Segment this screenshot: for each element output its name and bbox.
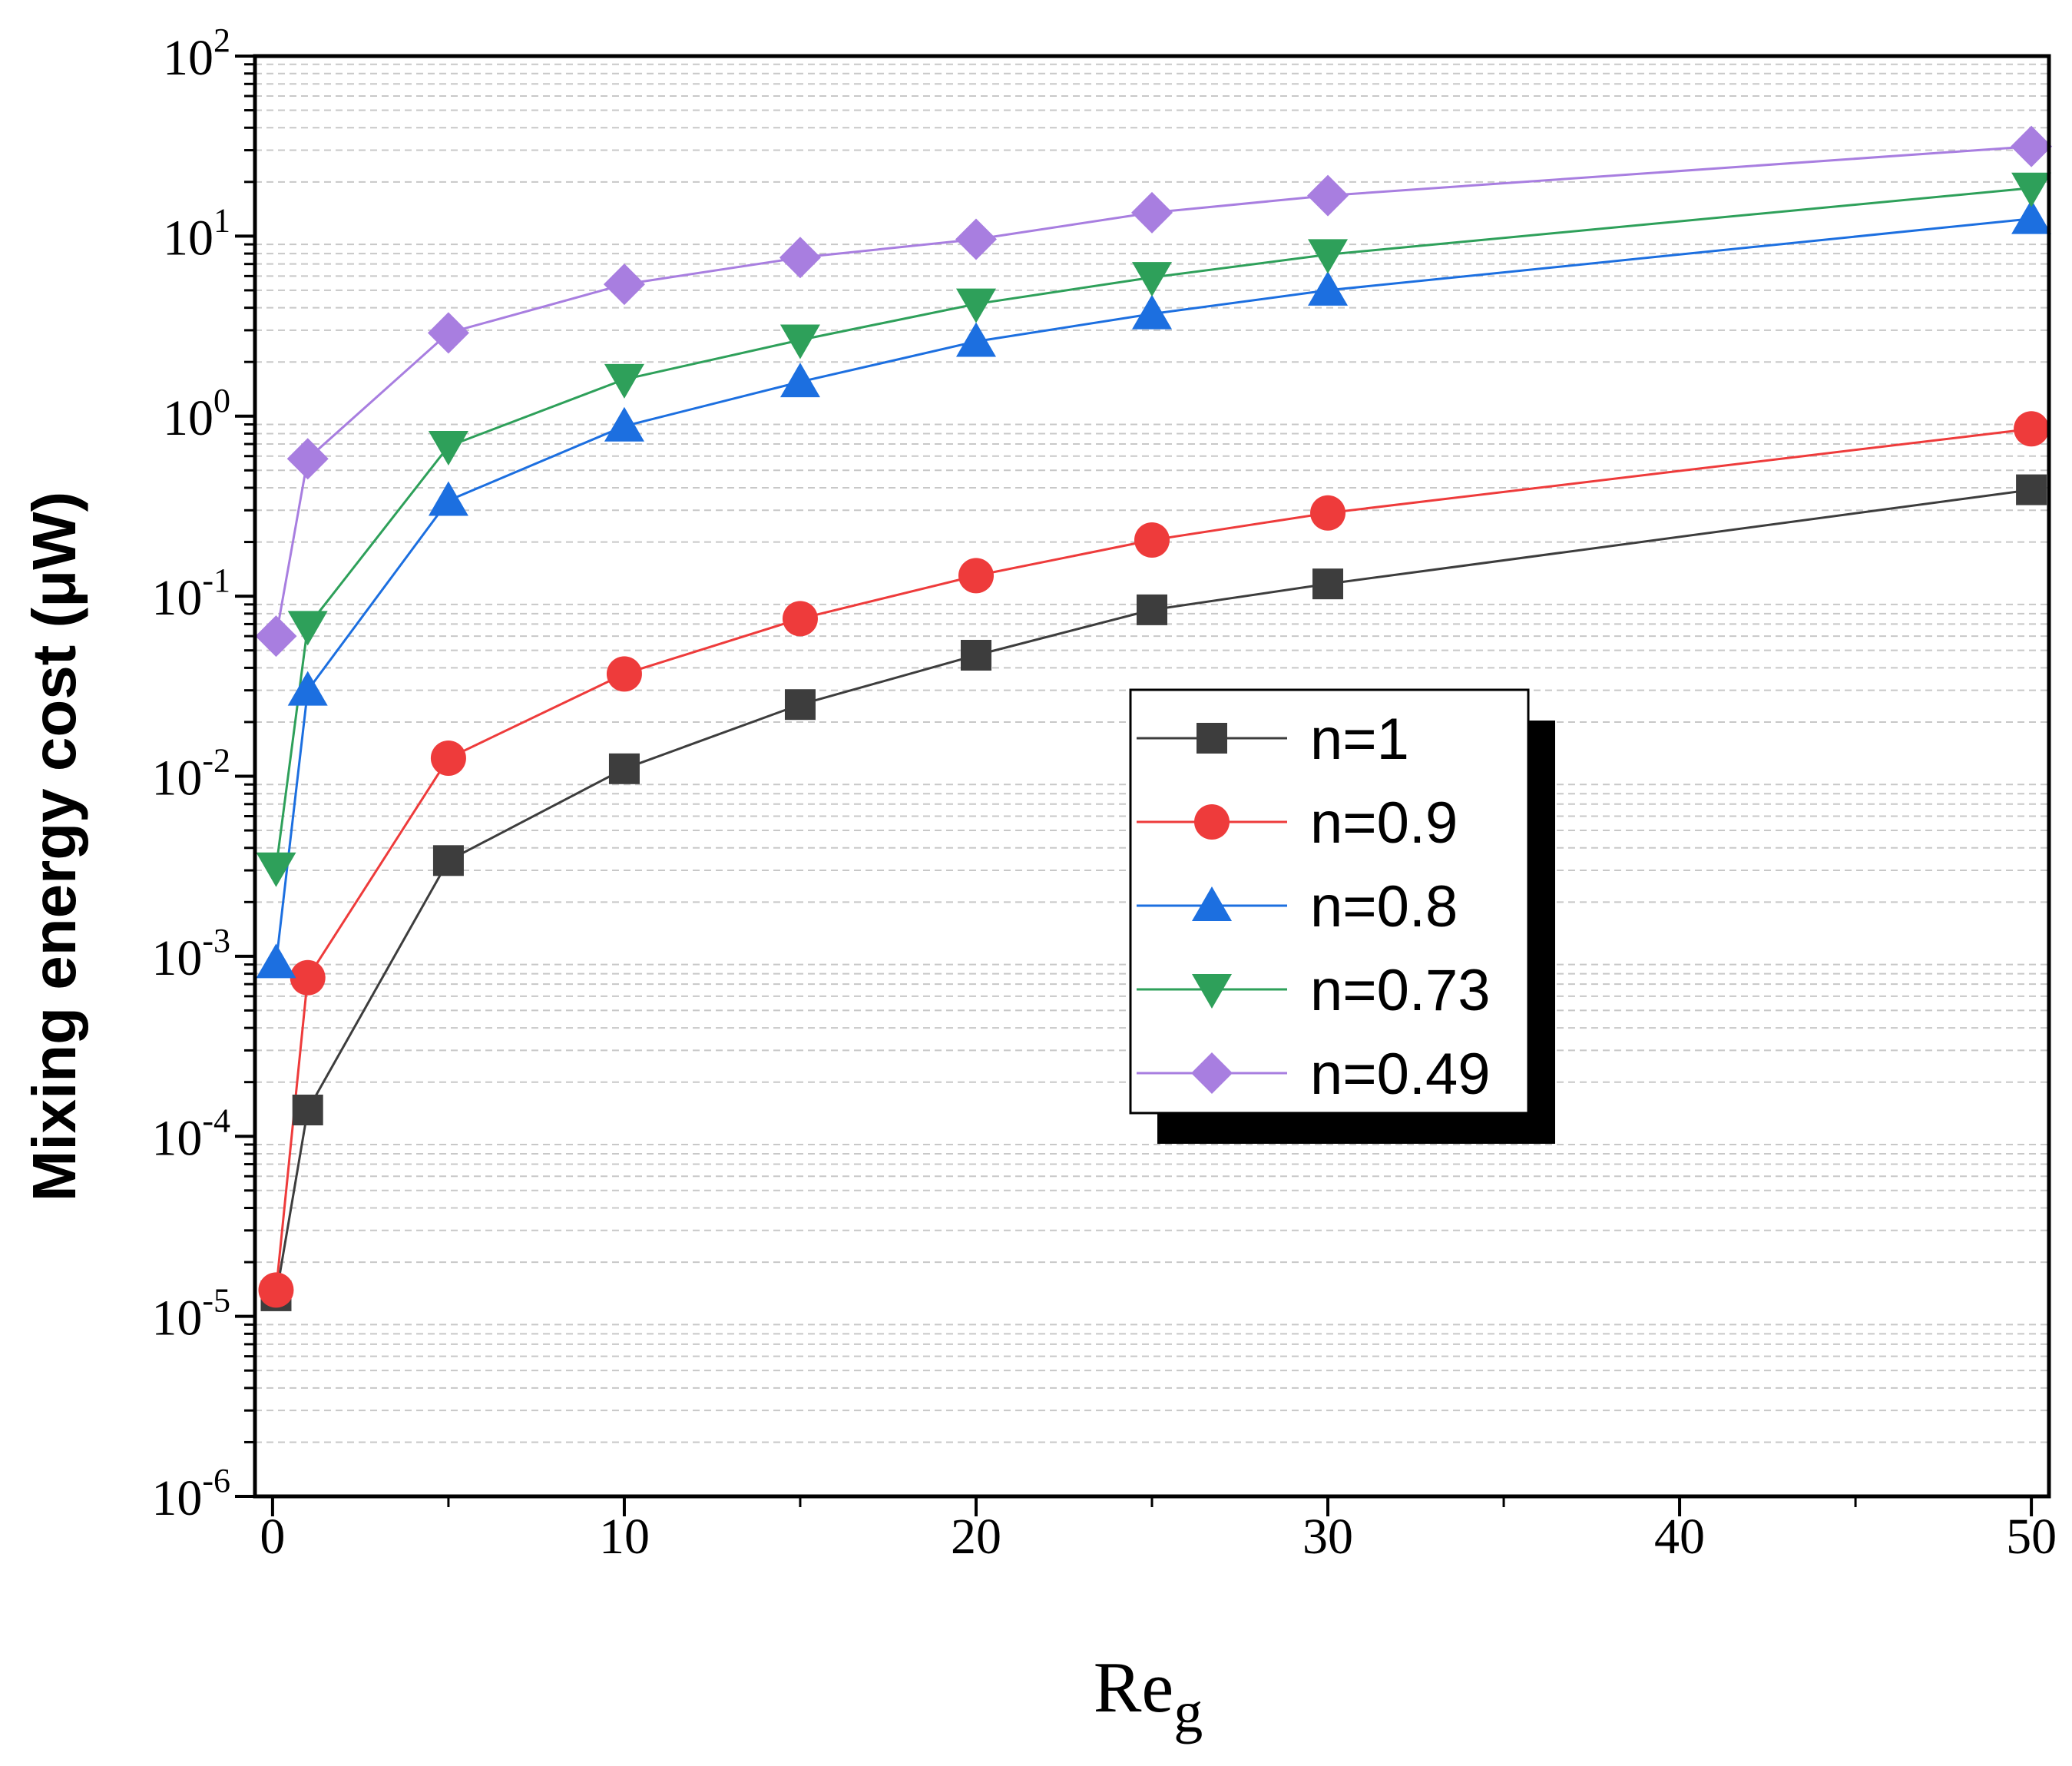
data-point-0-3 — [608, 753, 640, 784]
data-point-1-8 — [2014, 411, 2050, 447]
legend: n=1 n=0.9 n=0.8 n=0.73 n=0.49 — [1129, 688, 1555, 1144]
legend-entry-4: n=0.49 — [1137, 1042, 1491, 1107]
data-point-2-8 — [2011, 199, 2052, 234]
data-point-4-4 — [779, 237, 821, 279]
data-point-3-3 — [604, 363, 644, 399]
data-point-2-1 — [287, 671, 328, 706]
x-axis-label-main: Re — [1094, 1648, 1173, 1728]
data-point-4-1 — [286, 438, 329, 480]
data-point-3-1 — [287, 611, 328, 646]
data-point-4-3 — [603, 263, 645, 306]
legend-label: n=0.8 — [1310, 874, 1458, 939]
data-point-3-6 — [1132, 262, 1172, 297]
legend-marker — [1191, 1052, 1233, 1094]
data-point-0-6 — [1137, 594, 1167, 625]
data-point-3-2 — [428, 431, 468, 466]
data-point-2-6 — [1132, 294, 1172, 330]
legend-marker — [1192, 974, 1232, 1009]
y-tick-label: 10-4 — [151, 1102, 230, 1166]
data-point-1-6 — [1134, 522, 1170, 558]
data-point-4-0 — [255, 615, 297, 658]
data-point-0-5 — [960, 639, 991, 671]
legend-label: n=0.9 — [1310, 790, 1458, 856]
data-point-4-6 — [1131, 191, 1173, 234]
data-point-3-0 — [256, 852, 296, 887]
data-point-2-5 — [955, 322, 996, 357]
legend-marker — [1197, 723, 1227, 754]
x-tick-label: 0 — [260, 1509, 285, 1565]
data-point-0-7 — [1312, 568, 1344, 600]
y-tick-label: 10-1 — [151, 562, 230, 626]
legend-label: n=1 — [1310, 707, 1409, 772]
data-point-4-8 — [2011, 125, 2053, 167]
data-point-2-2 — [428, 481, 468, 516]
data-point-2-0 — [256, 943, 296, 979]
data-point-1-1 — [290, 959, 326, 996]
data-point-4-2 — [427, 312, 469, 354]
data-point-3-8 — [2011, 172, 2052, 207]
data-point-3-4 — [779, 324, 820, 359]
axis-ticks — [235, 55, 2034, 1516]
legend-entry-0: n=1 — [1137, 707, 1409, 772]
data-point-1-7 — [1310, 495, 1346, 531]
legend-label: n=0.49 — [1310, 1042, 1491, 1107]
data-point-2-3 — [604, 406, 644, 442]
x-tick-label: 10 — [599, 1509, 650, 1565]
x-tick-label: 40 — [1654, 1509, 1705, 1565]
legend-box — [1129, 688, 1530, 1115]
y-axis-label: Mixing energy cost (μW) — [20, 492, 88, 1202]
legend-marker — [1192, 886, 1232, 921]
data-point-1-0 — [258, 1272, 294, 1308]
data-point-1-3 — [606, 656, 642, 692]
y-tick-label: 101 — [163, 201, 230, 266]
data-point-2-7 — [1308, 270, 1349, 306]
data-point-0-2 — [432, 845, 464, 876]
tick-labels: 0 10 20 30 40 50 10-6 10-5 10-4 10-3 10-2 10-1 100 10… — [151, 22, 2057, 1565]
legend-marker — [1194, 804, 1230, 840]
series-markers — [255, 125, 2053, 1311]
y-tick-label: 10-3 — [151, 922, 230, 986]
data-point-4-7 — [1307, 174, 1349, 217]
x-tick-label: 20 — [951, 1509, 1001, 1565]
data-point-1-5 — [958, 558, 994, 594]
data-point-2-4 — [779, 363, 820, 398]
y-tick-label: 102 — [163, 22, 230, 86]
x-axis-label: Reg — [1094, 1648, 1203, 1744]
data-point-1-4 — [782, 601, 818, 637]
legend-entry-2: n=0.8 — [1137, 874, 1458, 939]
y-tick-label: 10-5 — [151, 1282, 230, 1347]
legend-entry-1: n=0.9 — [1137, 790, 1458, 856]
legend-label: n=0.73 — [1310, 958, 1491, 1023]
data-point-4-5 — [955, 218, 997, 260]
x-tick-label: 50 — [2006, 1509, 2057, 1565]
data-point-0-4 — [784, 689, 816, 721]
data-point-3-7 — [1308, 239, 1349, 274]
x-axis-label-subscript: g — [1173, 1680, 1203, 1744]
data-point-0-8 — [2016, 474, 2047, 505]
x-tick-label: 30 — [1302, 1509, 1353, 1565]
data-point-0-1 — [292, 1095, 323, 1126]
data-point-1-2 — [430, 740, 466, 776]
y-tick-label: 100 — [163, 382, 230, 446]
y-tick-label: 10-6 — [151, 1462, 230, 1526]
y-tick-label: 10-2 — [151, 742, 230, 807]
legend-entry-3: n=0.73 — [1137, 958, 1491, 1023]
data-point-3-5 — [955, 288, 996, 323]
